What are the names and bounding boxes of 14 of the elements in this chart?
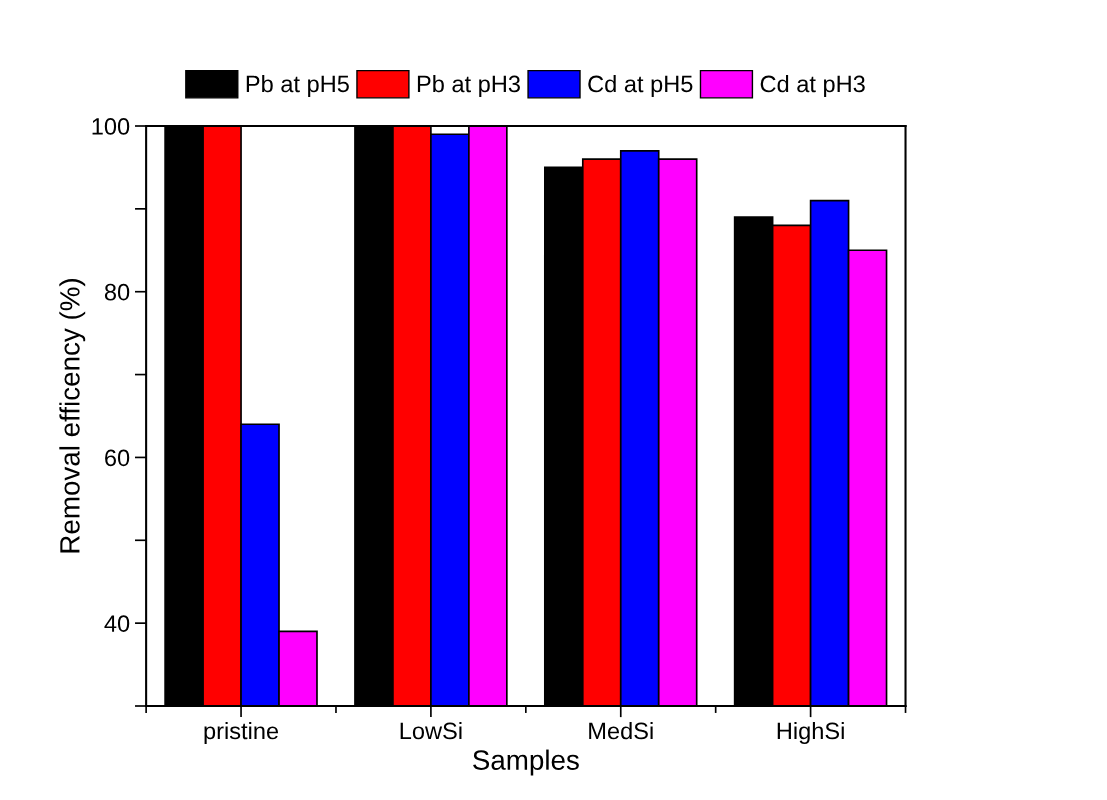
- y-tick-label: 40: [104, 615, 130, 632]
- y-axis-title: Removal efficency (%): [59, 279, 86, 553]
- x-tick-label: HighSi: [777, 721, 844, 744]
- legend-label: Pb at pH5: [246, 74, 349, 97]
- x-tick-label: MedSi: [589, 721, 653, 740]
- x-axis-title: Samples: [473, 749, 579, 776]
- legend-label: Pb at pH3: [417, 74, 520, 97]
- x-tick-label: LowSi: [400, 721, 462, 740]
- x-tick-label: pristine: [204, 721, 279, 744]
- y-tick-label: 100: [92, 118, 130, 135]
- y-tick-label: 80: [104, 283, 130, 301]
- legend-label: Cd at pH3: [760, 74, 865, 97]
- y-tick-label: 60: [105, 449, 130, 467]
- legend-label: Cd at pH5: [588, 74, 693, 97]
